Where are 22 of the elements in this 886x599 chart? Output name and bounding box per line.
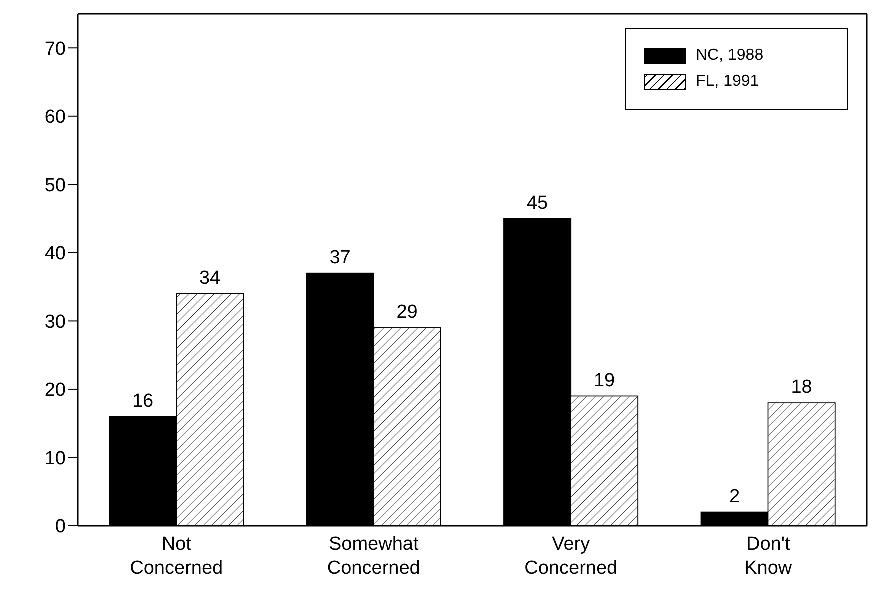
y-tick-label: 70 (44, 38, 66, 60)
y-tick-label: 40 (44, 244, 66, 265)
legend-label: FL, 1991 (696, 73, 760, 91)
y-tick-label: 20 (44, 380, 66, 402)
x-tick-label: Very Concerned (524, 534, 618, 579)
data-label: 16 (132, 390, 154, 412)
x-tick-label: Somewhat Concerned (327, 534, 420, 579)
y-tick-label: 60 (44, 107, 66, 128)
data-label: 18 (791, 377, 812, 398)
legend-label: NC, 1988 (696, 47, 764, 65)
data-label: 45 (526, 192, 548, 214)
x-tick-label: Don't Know (744, 534, 792, 579)
y-tick-label: 30 (44, 312, 66, 333)
data-label: 34 (199, 268, 222, 289)
data-label: 29 (396, 302, 418, 324)
y-tick-label: 50 (44, 175, 66, 196)
x-tick-label: Not Concerned (130, 534, 224, 579)
data-label: 37 (330, 247, 351, 268)
y-tick-label: 10 (44, 448, 66, 470)
y-tick-label: 0 (55, 516, 66, 538)
data-label: 2 (730, 486, 740, 508)
data-label: 19 (594, 370, 616, 392)
